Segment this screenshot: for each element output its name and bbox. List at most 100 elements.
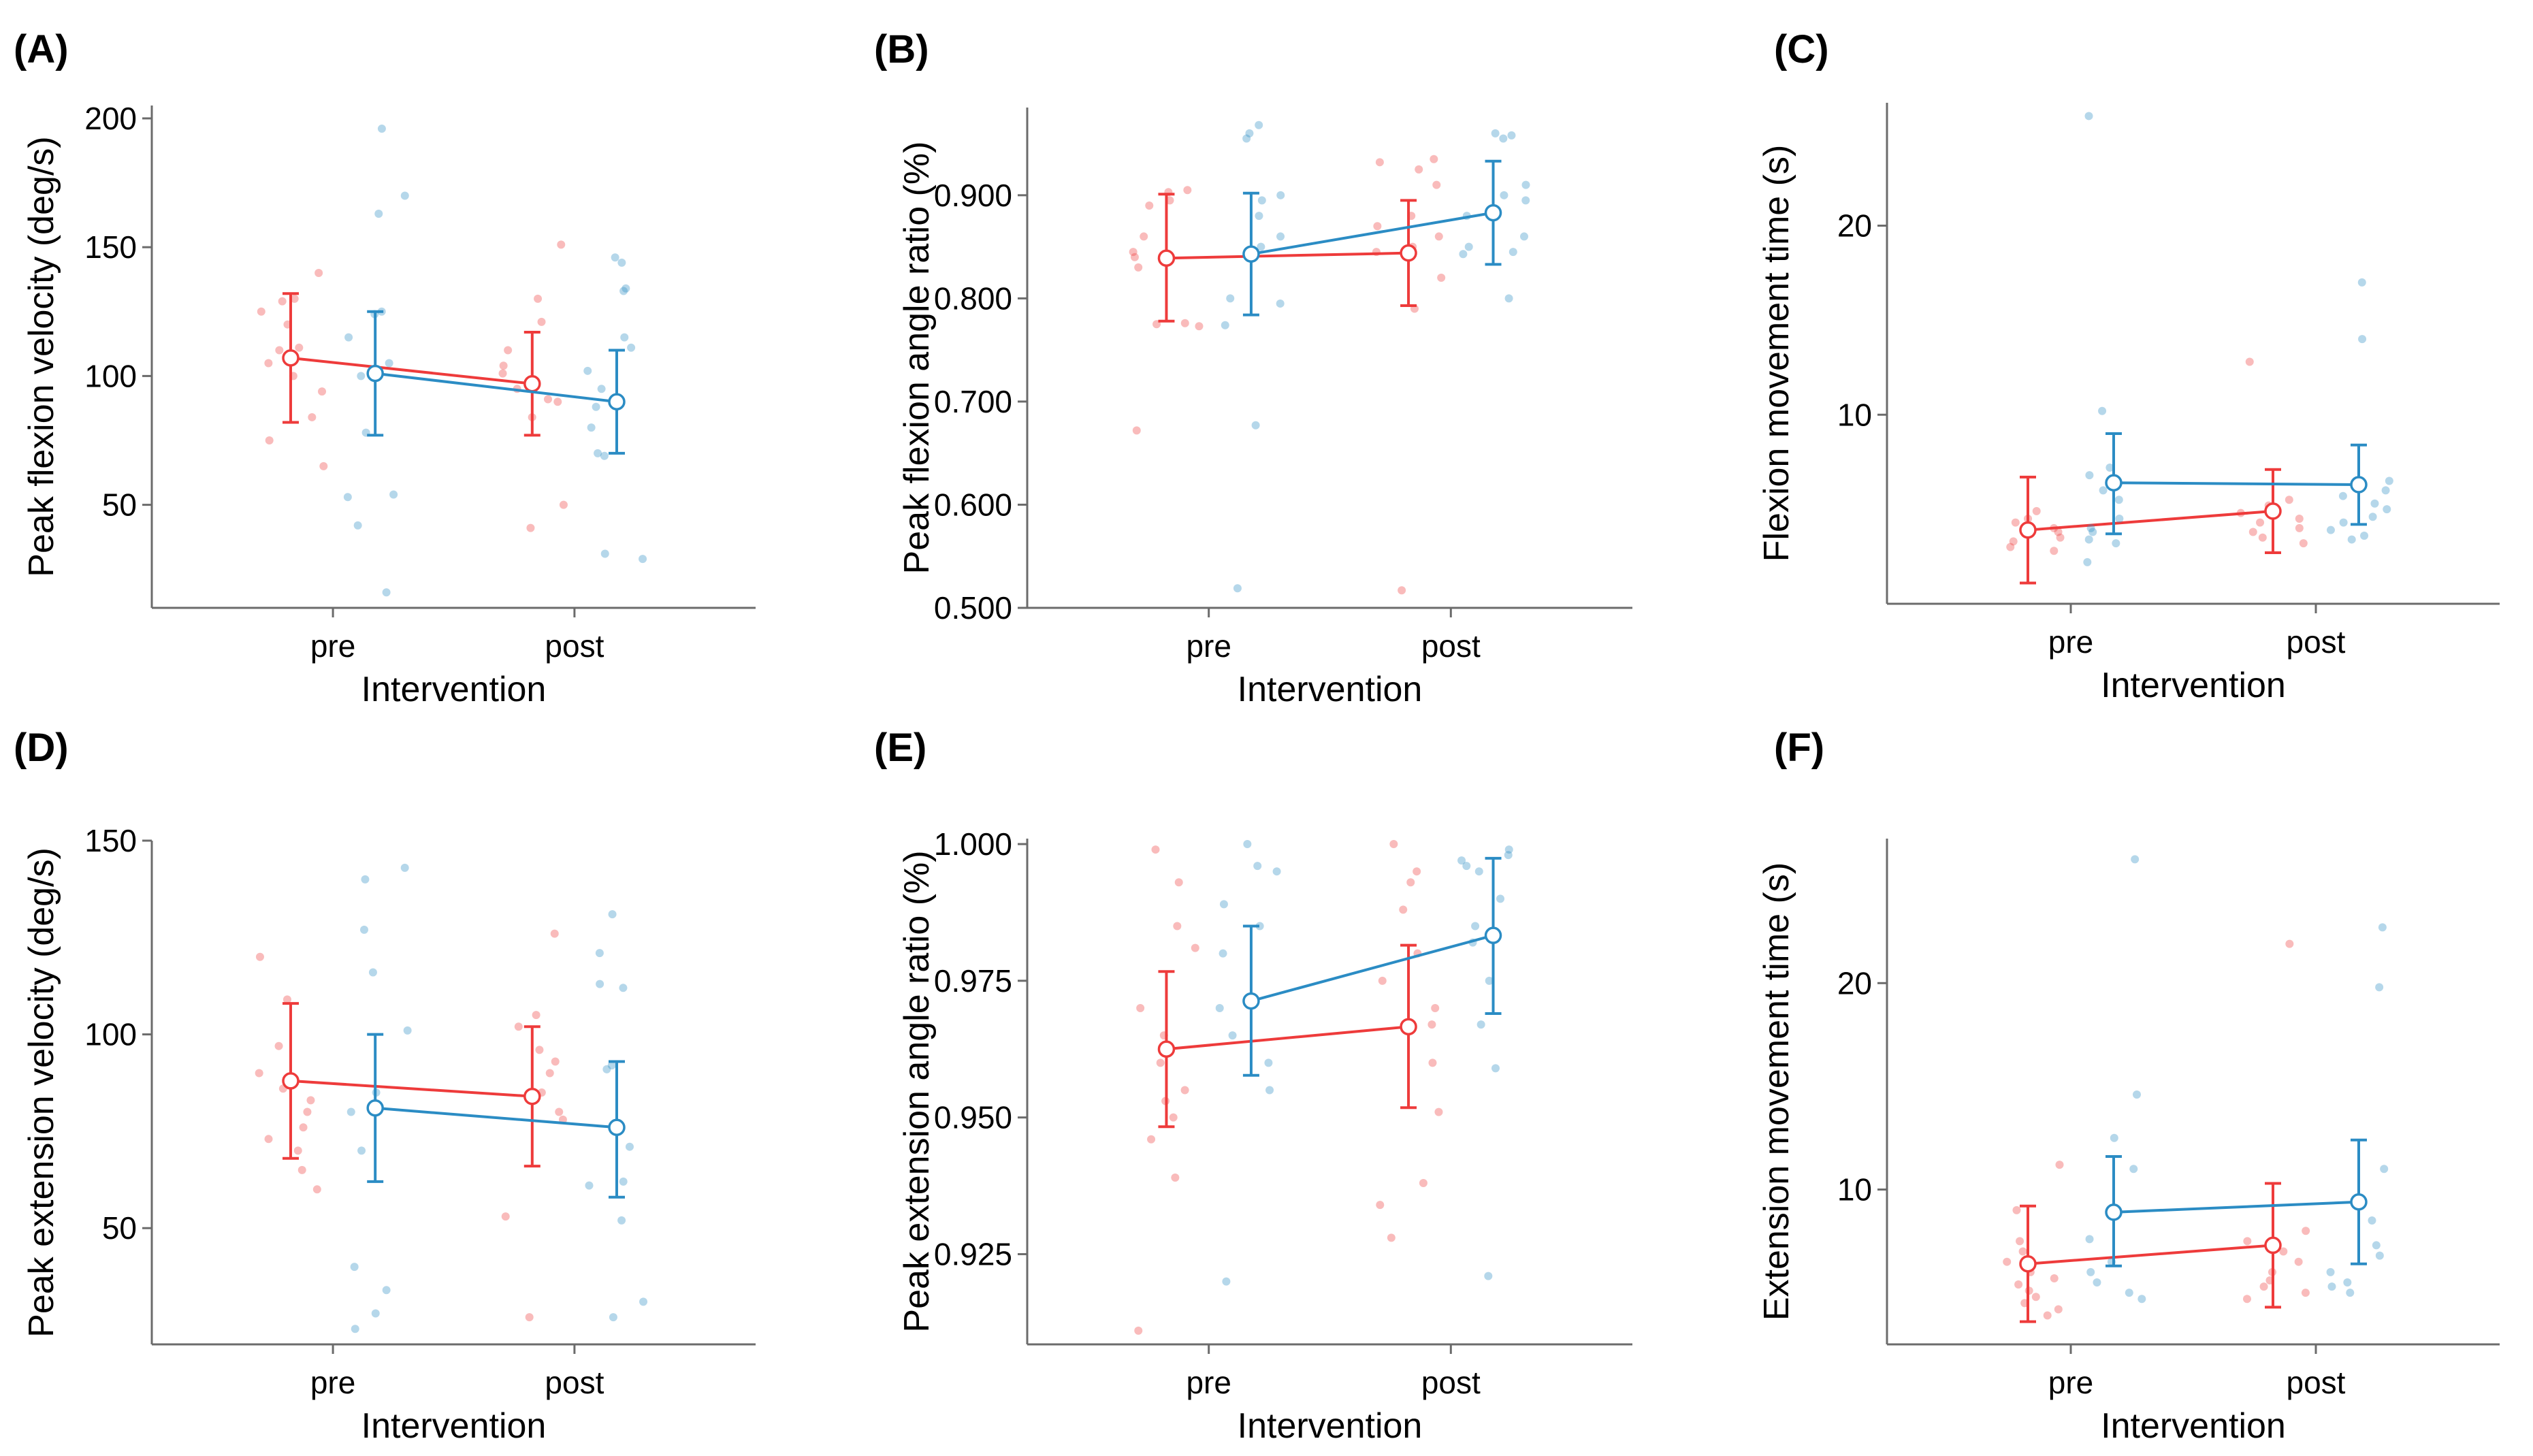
raw-data-point <box>2245 357 2254 366</box>
raw-data-point <box>557 240 566 249</box>
raw-data-point <box>609 1313 617 1322</box>
raw-data-point <box>1251 421 1260 430</box>
y-tick-label: 10 <box>1837 1172 1872 1208</box>
raw-data-point <box>2295 515 2304 523</box>
raw-data-point <box>2114 496 2123 504</box>
raw-data-point <box>1389 840 1398 849</box>
raw-data-point <box>1245 129 1254 137</box>
y-tick-label: 0.800 <box>934 280 1012 316</box>
raw-data-point <box>1375 158 1384 167</box>
raw-data-point <box>526 523 535 532</box>
raw-data-point <box>2375 983 2384 992</box>
raw-data-point <box>2085 1235 2094 1244</box>
raw-data-point <box>2243 1237 2252 1246</box>
raw-data-point <box>306 1096 315 1105</box>
raw-data-point <box>2295 523 2304 532</box>
mean-point <box>1484 204 1502 222</box>
mean-line <box>2113 481 2359 487</box>
mean-line <box>290 356 533 385</box>
series-2 <box>2085 855 2389 1304</box>
raw-data-point <box>264 359 273 368</box>
y-tick-label: 0.975 <box>934 963 1012 999</box>
raw-data-point <box>594 449 602 457</box>
raw-data-point <box>1521 196 1530 205</box>
raw-data-point <box>2018 1247 2027 1256</box>
raw-data-point <box>1165 196 1174 205</box>
mean-point <box>1242 992 1260 1010</box>
x-tick-label: post <box>1421 628 1481 664</box>
raw-data-point <box>2256 518 2265 527</box>
raw-data-point <box>1373 222 1382 231</box>
mean-point <box>608 1118 626 1136</box>
raw-data-point <box>600 451 609 460</box>
x-tick-label: pre <box>2048 624 2093 660</box>
mean-line <box>2113 1200 2359 1214</box>
x-tick-label: pre <box>2048 1365 2093 1400</box>
raw-data-point <box>2347 535 2356 544</box>
raw-data-point <box>525 1313 534 1322</box>
raw-data-point <box>543 395 552 404</box>
raw-data-point <box>1174 878 1183 887</box>
raw-data-point <box>283 995 291 1004</box>
x-tick-label: pre <box>1186 628 1231 664</box>
raw-data-point <box>1257 242 1265 251</box>
y-axis-title: Peak flexion velocity (deg/s) <box>22 136 61 577</box>
y-tick-label: 0.600 <box>934 487 1012 522</box>
raw-data-point <box>1464 242 1473 251</box>
raw-data-point <box>2368 1216 2376 1225</box>
raw-data-point <box>1255 922 1264 931</box>
raw-data-point <box>619 287 628 295</box>
raw-data-point <box>1169 1113 1178 1122</box>
raw-data-point <box>1434 232 1443 241</box>
raw-data-point <box>385 359 393 368</box>
raw-data-point <box>2054 1305 2063 1314</box>
series-2 <box>1221 120 1530 593</box>
mean-point <box>282 349 300 367</box>
raw-data-point <box>1219 900 1228 909</box>
raw-data-point <box>382 588 391 597</box>
raw-data-point <box>1504 851 1513 860</box>
raw-data-point <box>303 1107 312 1116</box>
raw-data-point <box>350 1263 359 1272</box>
raw-data-point <box>619 984 628 992</box>
raw-data-point <box>357 1146 366 1155</box>
raw-data-point <box>400 863 409 872</box>
x-axis-title: Intervention <box>2101 666 2286 705</box>
raw-data-point <box>314 269 323 277</box>
raw-data-point <box>1221 321 1229 329</box>
mean-point <box>608 393 626 410</box>
raw-data-point <box>1173 922 1182 931</box>
series-2 <box>1215 840 1513 1286</box>
raw-data-point <box>1434 1107 1443 1116</box>
raw-data-point <box>555 1107 564 1116</box>
raw-data-point <box>551 1057 560 1066</box>
raw-data-point <box>550 929 559 938</box>
panel-4: (D) 50 100 150 pre post Intervention Peak exten… <box>14 726 756 1446</box>
raw-data-point <box>1130 253 1139 261</box>
raw-data-point <box>1508 248 1517 257</box>
mean-line <box>374 372 617 404</box>
mean-line <box>290 1079 532 1098</box>
raw-data-point <box>2327 1282 2336 1291</box>
raw-data-point <box>274 1041 283 1050</box>
raw-data-point <box>622 284 630 293</box>
raw-data-point <box>1459 250 1468 259</box>
raw-data-point <box>2383 505 2391 514</box>
raw-data-point <box>293 1146 302 1155</box>
raw-data-point <box>1504 845 1513 854</box>
raw-data-point <box>371 1309 380 1318</box>
raw-data-point <box>382 1286 391 1295</box>
y-tick-label: 1.000 <box>934 826 1012 862</box>
raw-data-point <box>534 294 543 303</box>
raw-data-point <box>2131 855 2140 864</box>
mean-point <box>1484 926 1502 944</box>
y-tick-label: 200 <box>84 101 137 136</box>
raw-data-point <box>2112 539 2120 548</box>
series-1 <box>257 240 568 532</box>
raw-data-point <box>1499 134 1508 143</box>
raw-data-point <box>2378 923 2387 932</box>
raw-data-point <box>1253 862 1262 871</box>
mean-point <box>2350 1193 2368 1211</box>
raw-data-point <box>2093 1278 2101 1287</box>
y-tick-label: 100 <box>84 1017 137 1052</box>
